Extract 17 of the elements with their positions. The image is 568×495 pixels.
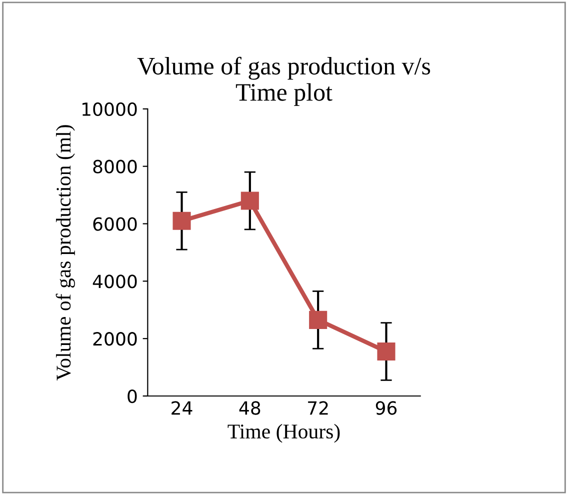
point xyxy=(309,310,328,329)
point xyxy=(377,342,396,361)
x-tick-label: 24 xyxy=(172,401,192,415)
y-tick-label: 0 xyxy=(128,389,137,404)
x-tick-label: 96 xyxy=(376,401,397,415)
point xyxy=(240,192,259,210)
chart-title: Volume of gas production v/s Time plot xyxy=(137,56,430,106)
y-tick-label: 2000 xyxy=(93,332,137,346)
y-tick-label: 6000 xyxy=(93,217,137,231)
point xyxy=(172,212,191,230)
y-tick-label: 10000 xyxy=(82,102,137,116)
y-tick-label: 8000 xyxy=(93,160,137,174)
x-tick-label: 48 xyxy=(239,401,260,415)
y-axis-title: Volume of gas production (ml) xyxy=(56,125,75,380)
y-tick-label: 4000 xyxy=(92,274,137,288)
x-axis-title: Time (Hours) xyxy=(228,424,340,443)
x-tick-label: 72 xyxy=(308,401,328,415)
